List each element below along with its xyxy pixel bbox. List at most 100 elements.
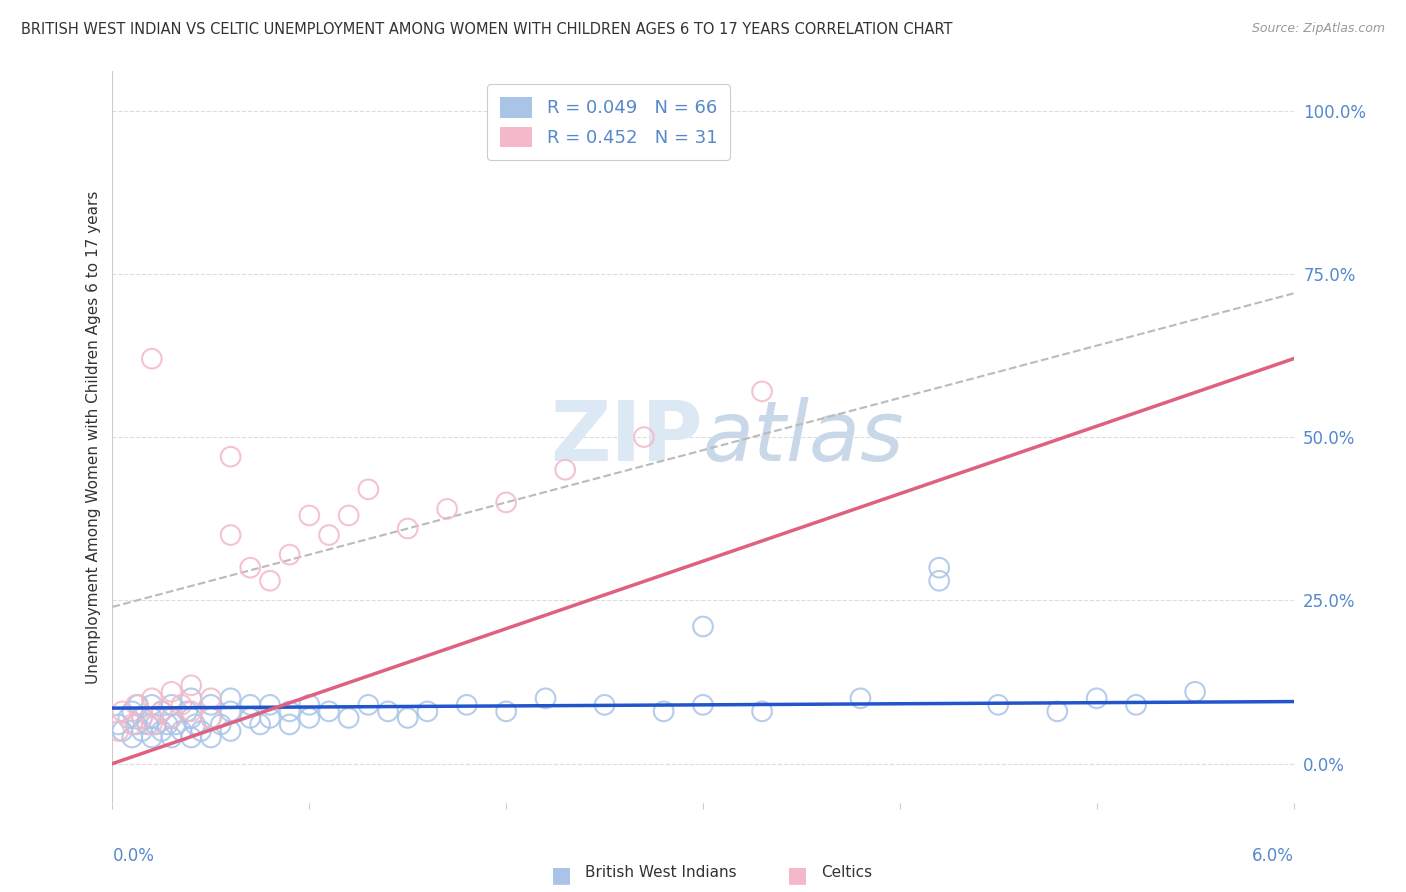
- Point: [318, 705, 340, 719]
- Point: [190, 723, 212, 738]
- Text: Source: ZipAtlas.com: Source: ZipAtlas.com: [1251, 22, 1385, 36]
- Text: BRITISH WEST INDIAN VS CELTIC UNEMPLOYMENT AMONG WOMEN WITH CHILDREN AGES 6 TO 1: BRITISH WEST INDIAN VS CELTIC UNEMPLOYME…: [21, 22, 953, 37]
- Point: [259, 698, 281, 712]
- Point: [692, 619, 714, 633]
- Point: [131, 711, 153, 725]
- Point: [1085, 691, 1108, 706]
- Point: [751, 384, 773, 399]
- Point: [298, 508, 321, 523]
- Point: [160, 711, 183, 725]
- Text: 6.0%: 6.0%: [1251, 847, 1294, 864]
- Point: [156, 717, 179, 731]
- Point: [1184, 685, 1206, 699]
- Point: [165, 717, 187, 731]
- Point: [259, 574, 281, 588]
- Point: [200, 731, 222, 745]
- Point: [337, 711, 360, 725]
- Point: [495, 705, 517, 719]
- Point: [495, 495, 517, 509]
- Point: [416, 705, 439, 719]
- Point: [692, 698, 714, 712]
- Point: [219, 705, 242, 719]
- Point: [121, 705, 143, 719]
- Point: [141, 711, 163, 725]
- Point: [456, 698, 478, 712]
- Point: [121, 731, 143, 745]
- Point: [377, 705, 399, 719]
- Point: [200, 698, 222, 712]
- Point: [180, 678, 202, 692]
- Point: [1046, 705, 1069, 719]
- Point: [209, 717, 232, 731]
- Point: [136, 717, 159, 731]
- Point: [436, 502, 458, 516]
- Point: [160, 698, 183, 712]
- Point: [170, 723, 193, 738]
- Point: [117, 711, 139, 725]
- Point: [200, 711, 222, 725]
- Point: [652, 705, 675, 719]
- Text: ■: ■: [551, 865, 572, 885]
- Point: [239, 711, 262, 725]
- Point: [180, 691, 202, 706]
- Point: [160, 685, 183, 699]
- Point: [337, 508, 360, 523]
- Point: [141, 698, 163, 712]
- Point: [633, 430, 655, 444]
- Point: [849, 691, 872, 706]
- Point: [357, 483, 380, 497]
- Point: [184, 717, 207, 731]
- Point: [200, 711, 222, 725]
- Point: [125, 698, 148, 712]
- Point: [160, 711, 183, 725]
- Point: [141, 731, 163, 745]
- Point: [170, 698, 193, 712]
- Legend: R = 0.049   N = 66, R = 0.452   N = 31: R = 0.049 N = 66, R = 0.452 N = 31: [486, 84, 730, 160]
- Point: [180, 705, 202, 719]
- Point: [107, 723, 129, 738]
- Point: [239, 560, 262, 574]
- Point: [180, 731, 202, 745]
- Point: [987, 698, 1010, 712]
- Point: [131, 723, 153, 738]
- Point: [150, 705, 173, 719]
- Text: atlas: atlas: [703, 397, 904, 477]
- Point: [298, 711, 321, 725]
- Point: [278, 705, 301, 719]
- Point: [357, 698, 380, 712]
- Point: [593, 698, 616, 712]
- Point: [145, 717, 167, 731]
- Point: [127, 698, 149, 712]
- Point: [396, 711, 419, 725]
- Point: [219, 528, 242, 542]
- Point: [121, 717, 143, 731]
- Point: [751, 705, 773, 719]
- Point: [150, 723, 173, 738]
- Point: [554, 463, 576, 477]
- Point: [131, 711, 153, 725]
- Text: British West Indians: British West Indians: [585, 865, 737, 880]
- Point: [298, 698, 321, 712]
- Point: [259, 711, 281, 725]
- Point: [1125, 698, 1147, 712]
- Text: Celtics: Celtics: [821, 865, 872, 880]
- Point: [928, 574, 950, 588]
- Point: [396, 521, 419, 535]
- Point: [160, 731, 183, 745]
- Text: ■: ■: [787, 865, 808, 885]
- Point: [219, 450, 242, 464]
- Point: [111, 723, 134, 738]
- Point: [125, 717, 148, 731]
- Point: [176, 705, 198, 719]
- Point: [150, 705, 173, 719]
- Point: [278, 717, 301, 731]
- Point: [318, 528, 340, 542]
- Y-axis label: Unemployment Among Women with Children Ages 6 to 17 years: Unemployment Among Women with Children A…: [86, 190, 101, 684]
- Point: [534, 691, 557, 706]
- Point: [141, 691, 163, 706]
- Point: [928, 560, 950, 574]
- Text: ZIP: ZIP: [551, 397, 703, 477]
- Point: [278, 548, 301, 562]
- Point: [200, 691, 222, 706]
- Point: [111, 705, 134, 719]
